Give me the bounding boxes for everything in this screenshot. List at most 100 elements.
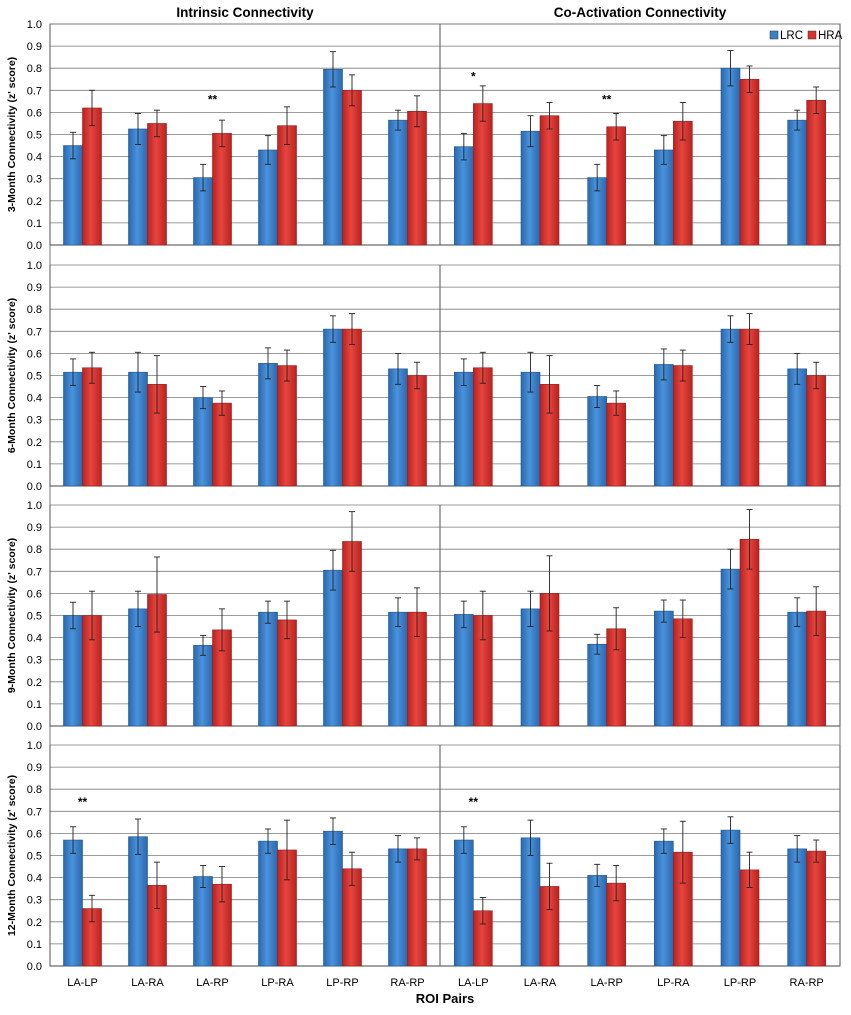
error-bar-lrc-la-rp xyxy=(200,864,206,888)
bar-hra-la-rp xyxy=(212,133,232,246)
error-bar-hra-la-lp xyxy=(89,894,95,923)
error-bar-hra-la-rp xyxy=(613,113,620,141)
error-bar-hra-la-rp xyxy=(613,864,620,902)
error-bar-lrc-ra-rp xyxy=(395,597,401,627)
panel-r0-c0 xyxy=(49,23,441,246)
bar-hra-lp-rp xyxy=(342,90,362,246)
error-bar-lrc-la-lp xyxy=(70,601,76,630)
bar-lrc-lp-rp xyxy=(720,568,741,727)
bar-hra-ra-rp xyxy=(407,110,427,246)
bar-lrc-lp-rp xyxy=(323,830,343,967)
error-bar-lrc-lp-rp xyxy=(330,817,336,845)
y-tick-label: 0.7 xyxy=(27,85,42,97)
column-title-coactivation: Co-Activation Connectivity xyxy=(554,5,727,20)
error-bar-hra-la-rp xyxy=(219,119,225,148)
legend-swatch-lrc xyxy=(769,30,779,40)
bar-lrc-la-rp xyxy=(587,396,607,487)
x-tick-label: LA-LP xyxy=(67,977,98,989)
error-bar-lrc-la-lp xyxy=(70,358,76,386)
y-tick-label: 0.3 xyxy=(27,895,42,907)
y-axis-label-row-0: 3-Month Connectivity (z' score) xyxy=(6,57,18,212)
bar-lrc-lp-rp xyxy=(720,67,741,246)
panel-r1-c1 xyxy=(439,264,841,487)
error-bar-lrc-la-lp xyxy=(460,826,467,854)
error-bar-hra-lp-rp xyxy=(746,851,753,888)
bar-lrc-lp-rp xyxy=(720,829,741,967)
error-bar-hra-la-lp xyxy=(479,351,486,384)
error-bar-hra-la-lp xyxy=(89,89,95,127)
y-tick-label: 0.9 xyxy=(27,41,42,53)
error-bar-lrc-la-rp xyxy=(200,386,206,410)
bar-lrc-la-lp xyxy=(63,615,83,727)
y-tick-label: 0.8 xyxy=(27,63,42,75)
error-bar-lrc-la-ra xyxy=(527,819,534,856)
error-bar-hra-lp-rp xyxy=(349,313,355,346)
error-bar-hra-lp-ra xyxy=(679,102,686,141)
error-bar-lrc-lp-ra xyxy=(265,135,271,165)
error-bar-hra-la-rp xyxy=(219,608,225,652)
y-tick-label: 0.0 xyxy=(27,240,42,252)
bar-hra-ra-rp xyxy=(806,99,826,246)
x-tick-label: LA-RP xyxy=(590,977,622,989)
error-bar-hra-lp-ra xyxy=(284,106,290,145)
bar-lrc-la-ra xyxy=(128,128,148,246)
bar-hra-ra-rp xyxy=(407,375,427,487)
y-tick-label: 0.2 xyxy=(27,196,42,208)
bar-lrc-lp-rp xyxy=(323,328,343,487)
panel-r2-c0 xyxy=(49,504,441,727)
bar-lrc-ra-rp xyxy=(388,119,408,246)
error-bar-lrc-lp-rp xyxy=(727,548,734,590)
bar-lrc-ra-rp xyxy=(388,368,408,487)
error-bar-lrc-la-lp xyxy=(70,131,76,160)
x-tick-label: LA-RP xyxy=(196,977,228,989)
error-bar-hra-lp-rp xyxy=(746,313,753,346)
error-bar-hra-la-ra xyxy=(546,862,553,911)
bar-lrc-la-rp xyxy=(193,645,213,727)
bar-lrc-lp-rp xyxy=(323,569,343,727)
error-bar-lrc-lp-rp xyxy=(330,549,336,591)
bar-lrc-ra-rp xyxy=(787,368,807,487)
bar-lrc-la-lp xyxy=(454,839,474,967)
y-tick-label: 0.0 xyxy=(27,721,42,733)
y-tick-label: 0.5 xyxy=(27,371,42,383)
x-tick-label: RA-RP xyxy=(790,977,824,989)
bar-lrc-la-ra xyxy=(128,836,148,967)
y-tick-label: 0.2 xyxy=(27,917,42,929)
error-bar-lrc-la-ra xyxy=(527,115,534,148)
error-bar-lrc-ra-rp xyxy=(794,597,801,627)
y-tick-label: 0.8 xyxy=(27,784,42,796)
error-bar-lrc-la-lp xyxy=(70,826,76,854)
error-bar-hra-la-lp xyxy=(89,351,95,384)
error-bar-lrc-lp-ra xyxy=(265,347,271,380)
error-bar-lrc-ra-rp xyxy=(794,835,801,863)
error-bar-hra-la-ra xyxy=(546,355,553,414)
legend-label-hra: HRA xyxy=(818,30,843,42)
error-bar-hra-la-ra xyxy=(546,102,553,130)
error-bar-hra-la-rp xyxy=(613,390,620,416)
error-bar-lrc-la-ra xyxy=(527,351,534,393)
y-tick-label: 1.0 xyxy=(27,500,42,512)
error-bar-lrc-lp-ra xyxy=(265,828,271,854)
error-bar-hra-la-lp xyxy=(479,897,486,925)
y-tick-label: 0.5 xyxy=(27,611,42,623)
error-bar-hra-ra-rp xyxy=(813,586,820,636)
bar-lrc-lp-ra xyxy=(258,611,278,727)
significance-marker: ** xyxy=(208,93,218,107)
x-tick-label: LP-RA xyxy=(261,977,294,989)
bar-hra-lp-ra xyxy=(673,365,693,487)
x-tick-label: LP-RP xyxy=(326,977,358,989)
bar-lrc-ra-rp xyxy=(787,611,807,727)
error-bar-hra-lp-ra xyxy=(679,820,686,884)
error-bar-lrc-la-ra xyxy=(135,113,141,145)
y-tick-label: 0.0 xyxy=(27,961,42,973)
error-bar-hra-lp-rp xyxy=(349,511,355,572)
bar-lrc-la-rp xyxy=(587,643,607,727)
error-bar-hra-ra-rp xyxy=(813,839,820,863)
error-bar-lrc-la-lp xyxy=(460,132,467,161)
error-bar-hra-la-rp xyxy=(219,390,225,416)
bar-lrc-la-rp xyxy=(587,875,607,967)
error-bar-hra-lp-ra xyxy=(284,349,290,382)
error-bar-lrc-lp-ra xyxy=(660,135,667,165)
y-tick-label: 0.1 xyxy=(27,459,42,471)
legend-label-lrc: LRC xyxy=(780,30,803,42)
